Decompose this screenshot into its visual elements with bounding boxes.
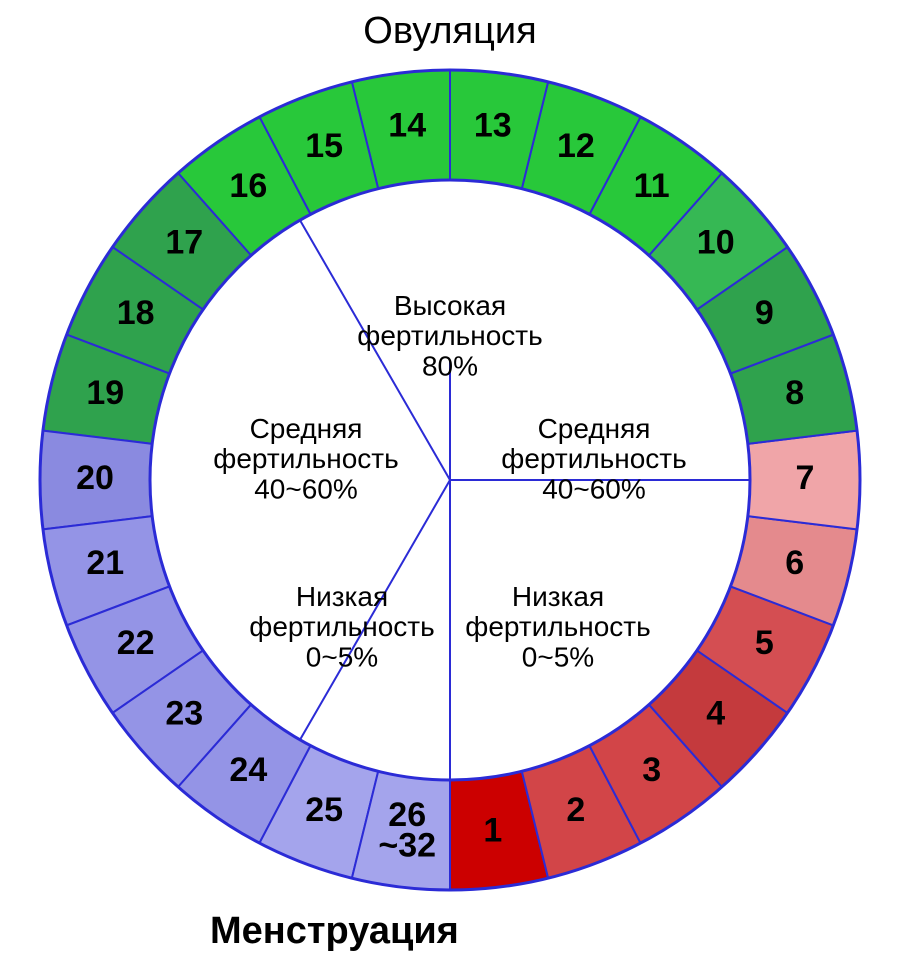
day-label: 14 xyxy=(388,107,426,145)
day-label: 11 xyxy=(634,167,670,205)
day-label: 7 xyxy=(796,459,815,497)
day-label: 18 xyxy=(117,294,155,332)
title-menstruation: Менструация xyxy=(210,910,459,953)
day-label: 17 xyxy=(165,224,203,262)
inner-label: Низкаяфертильность0~5% xyxy=(465,581,650,672)
day-label: 12 xyxy=(557,127,595,165)
day-label: 10 xyxy=(697,224,735,262)
cycle-ring-svg: 1234567891011121314151617181920212223242… xyxy=(10,40,890,920)
inner-label: Средняяфертильность40~60% xyxy=(213,413,398,504)
day-label: 8 xyxy=(785,374,804,412)
day-label: 16 xyxy=(229,167,267,205)
day-label: 3 xyxy=(642,751,661,789)
inner-label: Низкаяфертильность0~5% xyxy=(249,581,434,672)
inner-label: Средняяфертильность40~60% xyxy=(501,413,686,504)
day-label: 20 xyxy=(76,459,114,497)
fertility-cycle-chart: Овуляция 1234567891011121314151617181920… xyxy=(0,0,900,965)
day-label: 24 xyxy=(229,751,267,789)
day-label: 21 xyxy=(86,544,124,582)
day-label: 6 xyxy=(785,544,804,582)
day-label: 4 xyxy=(706,694,725,732)
day-label: 25 xyxy=(305,791,343,829)
day-label: 22 xyxy=(117,624,155,662)
day-label: 19 xyxy=(86,374,124,412)
day-label: 1 xyxy=(483,811,502,849)
day-label: 9 xyxy=(755,294,774,332)
day-label: 5 xyxy=(755,624,774,662)
day-label: 13 xyxy=(474,107,512,145)
day-label: 23 xyxy=(165,694,203,732)
day-label: 2 xyxy=(566,791,585,829)
day-label: 15 xyxy=(305,127,343,165)
